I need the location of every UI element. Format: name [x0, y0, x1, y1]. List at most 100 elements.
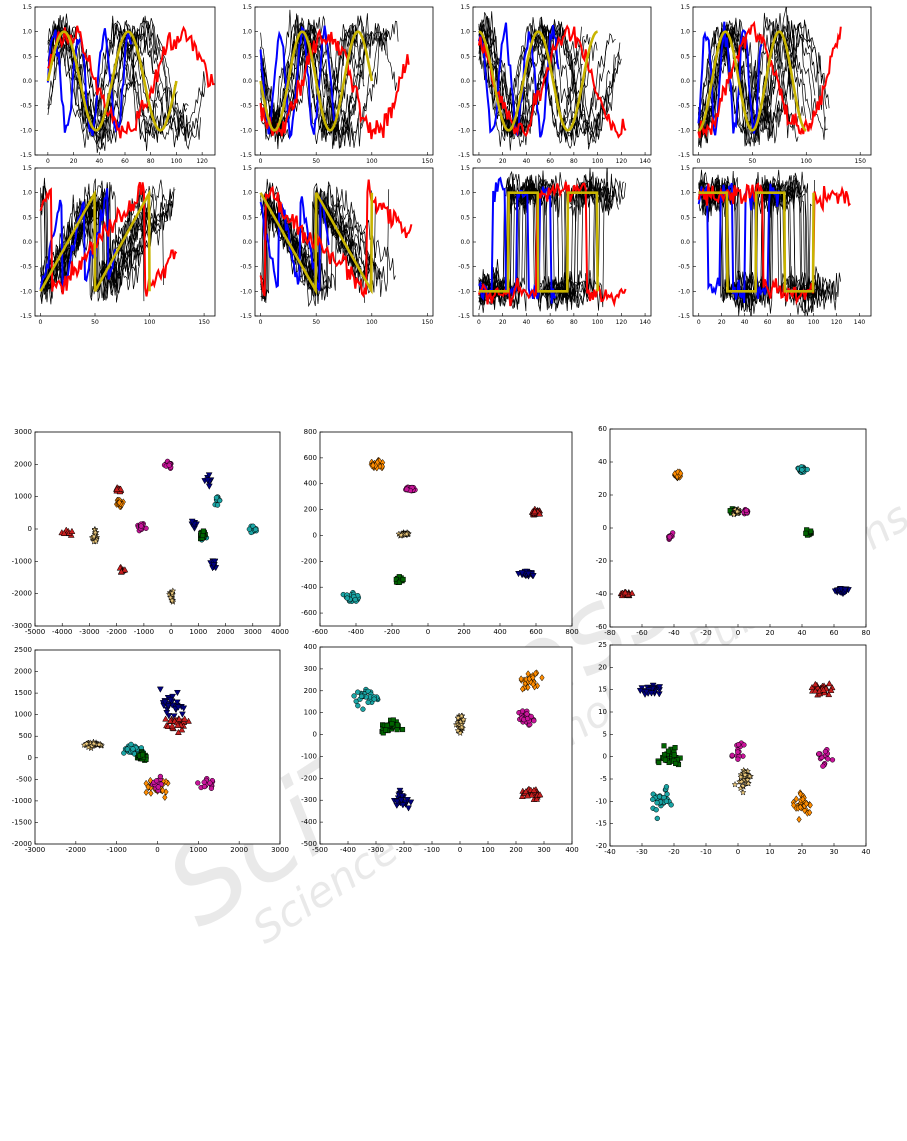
y-tick-label: 20 — [598, 663, 607, 671]
diamond-point — [539, 674, 545, 682]
y-tick-label: -5 — [600, 775, 607, 783]
star-point — [90, 739, 98, 747]
line-panel-2: 0 50 100 150 1.5 1.0 0.5 0.0 -0.5 -1.0 -1.5 — [240, 4, 434, 165]
star-point — [741, 771, 749, 778]
y-tick-label: 1.5 — [22, 165, 32, 172]
triangle-point — [811, 687, 819, 694]
y-tick-label: 0.5 — [460, 214, 470, 221]
y-tick-label: -600 — [301, 609, 317, 617]
x-tick-label: 150 — [854, 158, 866, 165]
prototype-line — [46, 30, 178, 132]
circle-point — [214, 502, 221, 508]
line-panel-1: 0 20 40 60 80 100 120 1.5 1.0 0.5 0.0 -0.5 -1.0 -1.5 — [20, 4, 216, 165]
y-tick-label: 1000 — [14, 711, 32, 719]
series-black-line — [478, 175, 606, 305]
x-tick-label: -80 — [604, 629, 615, 637]
series-red-line — [259, 179, 413, 299]
prototype-line — [478, 30, 598, 132]
prototype-line — [698, 191, 815, 293]
x-tick-label: 0 — [155, 846, 159, 854]
star-point — [92, 537, 100, 545]
scatter-panel-12: -3000 -2000 -1000 0 1000 2000 3000250020001500… — [12, 646, 289, 854]
circle-point — [358, 693, 365, 699]
y-tick-label: 1.5 — [460, 165, 470, 172]
x-tick-label: 40 — [798, 629, 807, 637]
star-point — [737, 773, 745, 780]
triangle-point — [168, 722, 176, 729]
triangle-point — [536, 510, 544, 517]
square-point — [672, 745, 678, 751]
star-point — [456, 729, 464, 737]
triangle-down-point — [397, 797, 405, 804]
x-tick-label: 0 — [736, 848, 740, 856]
circle-point — [735, 742, 742, 748]
y-tick-label: 300 — [304, 665, 317, 673]
y-tick-label: 1.0 — [460, 190, 470, 197]
series-blue-line — [697, 182, 780, 304]
triangle-down-point — [174, 704, 182, 711]
circle-point — [344, 595, 350, 601]
y-tick-label: 1.0 — [680, 29, 690, 36]
x-tick-label: -4000 — [52, 628, 72, 636]
series-black-line — [260, 15, 368, 147]
star-point — [83, 740, 91, 747]
triangle-point — [174, 721, 182, 728]
x-tick-label: -40 — [668, 629, 679, 637]
y-tick-label: -1.5 — [678, 152, 690, 159]
y-tick-label: -15 — [596, 820, 607, 828]
plot-area — [477, 11, 627, 151]
diamond-point — [807, 808, 813, 817]
x-tick-label: -20 — [668, 848, 679, 856]
plot-frame — [34, 431, 281, 627]
circle-point — [355, 703, 361, 709]
x-tick-label: 40 — [741, 319, 749, 326]
x-tick-label: 60 — [830, 629, 839, 637]
triangle-down-point — [205, 472, 213, 479]
series-blue-line — [259, 196, 330, 291]
y-tick-label: 0 — [603, 753, 607, 761]
circle-point — [213, 495, 220, 501]
y-tick-label: -1.0 — [458, 288, 470, 295]
circle-point — [217, 497, 223, 504]
y-tick-label: 1.0 — [22, 190, 32, 197]
triangle-point — [820, 686, 827, 693]
star-point — [168, 596, 176, 604]
diamond-point — [518, 675, 524, 683]
x-tick-label: 100 — [592, 158, 604, 165]
x-tick-label: 50 — [312, 319, 320, 326]
circle-point — [355, 689, 361, 695]
y-tick-label: -1500 — [12, 818, 32, 826]
triangle-point — [536, 791, 544, 798]
x-tick-label: 20 — [798, 848, 807, 856]
x-tick-label: -5000 — [25, 628, 45, 636]
x-tick-label: 100 — [808, 319, 820, 326]
x-tick-label: 100 — [144, 319, 156, 326]
series-red-line — [477, 24, 627, 139]
x-tick-label: 0 — [697, 319, 701, 326]
x-tick-label: 50 — [91, 319, 99, 326]
y-tick-label: 1.5 — [22, 4, 32, 11]
triangle-down-point — [398, 793, 406, 800]
x-tick-label: 0 — [458, 846, 462, 854]
y-tick-label: 5 — [603, 730, 607, 738]
x-tick-label: 3000 — [244, 628, 262, 636]
x-tick-label: -200 — [384, 628, 400, 636]
circle-point — [668, 802, 674, 808]
circle-point — [653, 807, 659, 813]
x-tick-label: 20 — [718, 319, 726, 326]
series-red-line — [47, 25, 215, 139]
x-tick-label: -10 — [700, 848, 711, 856]
plot-frame — [34, 649, 281, 845]
diamond-point — [678, 469, 684, 478]
y-tick-label: 0.0 — [680, 239, 690, 246]
circle-point — [128, 741, 134, 748]
y-tick-label: 0.0 — [460, 78, 470, 85]
x-tick-label: -500 — [312, 846, 328, 854]
y-tick-label: -200 — [301, 557, 317, 565]
star-point — [458, 712, 466, 720]
square-point — [656, 759, 662, 766]
x-tick-label: -400 — [340, 846, 356, 854]
y-tick-label: 3000 — [14, 428, 32, 436]
x-tick-label: 120 — [616, 158, 628, 165]
